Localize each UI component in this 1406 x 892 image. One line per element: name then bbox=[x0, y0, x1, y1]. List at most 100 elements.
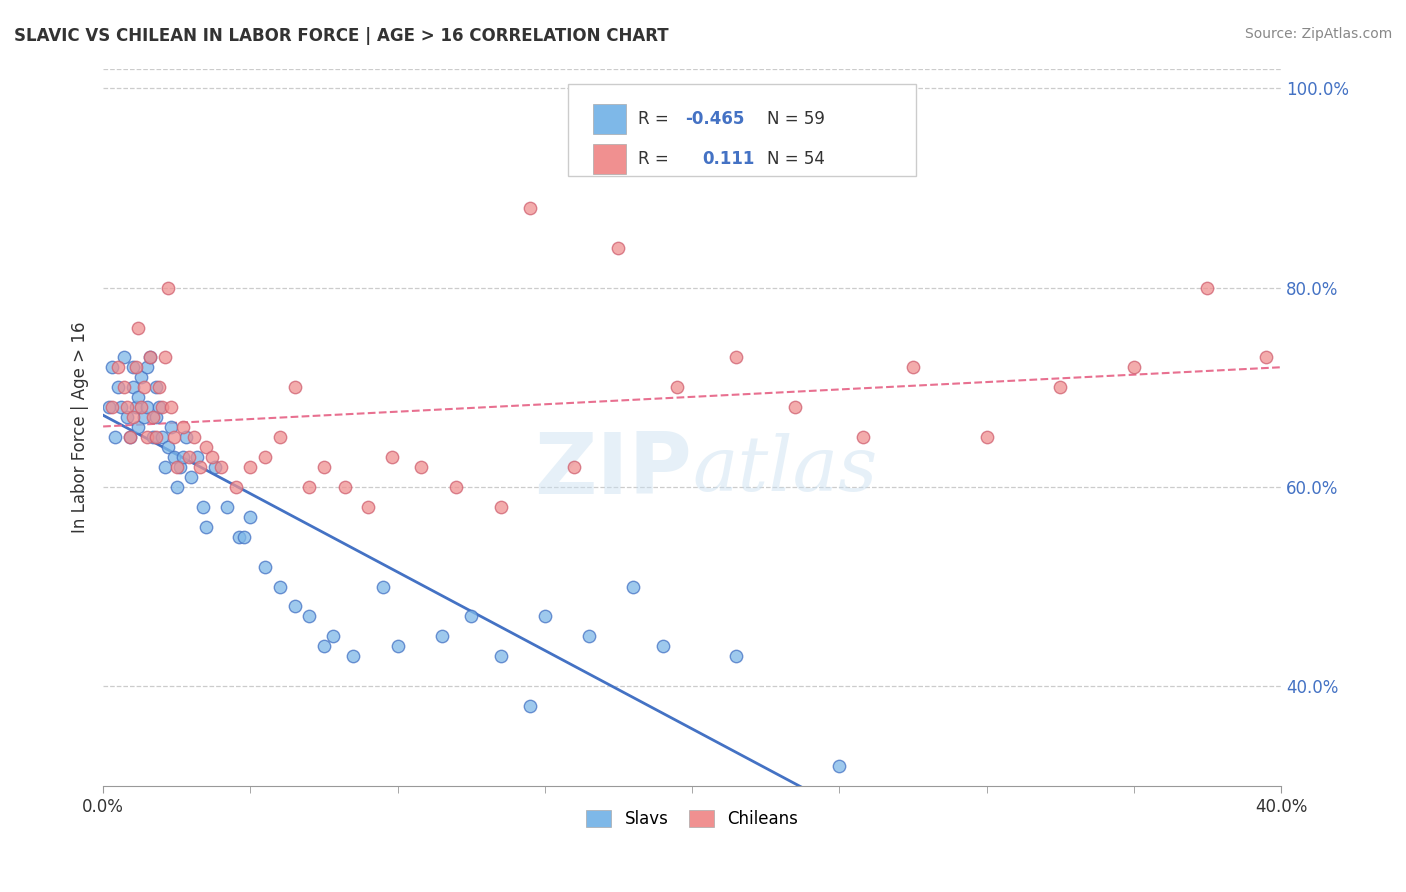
Point bbox=[1197, 281, 1219, 295]
Point bbox=[254, 559, 277, 574]
Point bbox=[180, 470, 202, 484]
Point bbox=[150, 430, 173, 444]
Point bbox=[183, 430, 205, 444]
Point bbox=[112, 351, 135, 365]
Point bbox=[150, 401, 173, 415]
Point bbox=[460, 609, 482, 624]
Point bbox=[142, 430, 165, 444]
Text: R =: R = bbox=[638, 150, 669, 168]
Point bbox=[169, 460, 191, 475]
Point bbox=[121, 360, 143, 375]
Point bbox=[163, 430, 186, 444]
Point bbox=[110, 401, 132, 415]
Point bbox=[533, 609, 555, 624]
Point bbox=[725, 351, 748, 365]
Point bbox=[153, 351, 176, 365]
Point bbox=[519, 201, 541, 215]
Bar bbox=[593, 144, 626, 174]
Point bbox=[166, 460, 188, 475]
Point bbox=[172, 420, 194, 434]
Point bbox=[371, 580, 394, 594]
Point bbox=[1256, 351, 1278, 365]
Point bbox=[124, 360, 146, 375]
Text: Source: ZipAtlas.com: Source: ZipAtlas.com bbox=[1244, 27, 1392, 41]
Point bbox=[411, 460, 433, 475]
Point bbox=[118, 430, 141, 444]
Point bbox=[298, 480, 321, 494]
Point bbox=[852, 430, 875, 444]
Point bbox=[156, 281, 179, 295]
FancyBboxPatch shape bbox=[568, 85, 915, 176]
Point bbox=[785, 401, 807, 415]
Point bbox=[118, 430, 141, 444]
Point bbox=[98, 401, 121, 415]
Point bbox=[127, 390, 149, 404]
Point bbox=[666, 380, 689, 394]
Point bbox=[177, 450, 200, 464]
Point bbox=[828, 759, 851, 773]
Point bbox=[489, 649, 512, 664]
Legend: Slavs, Chileans: Slavs, Chileans bbox=[579, 804, 804, 835]
Point bbox=[136, 430, 159, 444]
Point bbox=[153, 460, 176, 475]
Point bbox=[121, 380, 143, 394]
Point bbox=[239, 460, 262, 475]
Point bbox=[233, 530, 256, 544]
Point bbox=[298, 609, 321, 624]
Point bbox=[578, 629, 600, 643]
Point bbox=[115, 410, 138, 425]
Point bbox=[209, 460, 232, 475]
Point bbox=[136, 360, 159, 375]
Point bbox=[134, 410, 156, 425]
Point bbox=[174, 430, 197, 444]
Point bbox=[139, 351, 162, 365]
Point bbox=[725, 649, 748, 664]
Text: 0.111: 0.111 bbox=[703, 150, 755, 168]
Y-axis label: In Labor Force | Age > 16: In Labor Force | Age > 16 bbox=[72, 321, 89, 533]
Point bbox=[115, 401, 138, 415]
Point bbox=[131, 401, 153, 415]
Point bbox=[607, 241, 630, 255]
Text: N = 59: N = 59 bbox=[768, 110, 825, 128]
Point bbox=[127, 420, 149, 434]
Point bbox=[101, 360, 124, 375]
Text: N = 54: N = 54 bbox=[768, 150, 825, 168]
Point bbox=[228, 530, 250, 544]
Point bbox=[186, 450, 208, 464]
Point bbox=[201, 450, 224, 464]
Point bbox=[312, 460, 335, 475]
Point bbox=[145, 430, 167, 444]
Point bbox=[104, 430, 127, 444]
Point bbox=[195, 440, 218, 454]
Point bbox=[107, 380, 129, 394]
Point bbox=[204, 460, 226, 475]
Point bbox=[283, 380, 305, 394]
Bar bbox=[593, 103, 626, 134]
Point bbox=[148, 380, 170, 394]
Point bbox=[139, 351, 162, 365]
Point bbox=[163, 450, 186, 464]
Point bbox=[562, 460, 585, 475]
Point bbox=[136, 401, 159, 415]
Point bbox=[215, 500, 238, 514]
Point bbox=[127, 320, 149, 334]
Point bbox=[160, 420, 183, 434]
Text: -0.465: -0.465 bbox=[685, 110, 744, 128]
Point bbox=[188, 460, 211, 475]
Point bbox=[145, 380, 167, 394]
Text: SLAVIC VS CHILEAN IN LABOR FORCE | AGE > 16 CORRELATION CHART: SLAVIC VS CHILEAN IN LABOR FORCE | AGE >… bbox=[14, 27, 669, 45]
Point bbox=[254, 450, 277, 464]
Point bbox=[901, 360, 924, 375]
Point bbox=[269, 430, 291, 444]
Point bbox=[124, 401, 146, 415]
Point bbox=[621, 580, 644, 594]
Point bbox=[107, 360, 129, 375]
Point bbox=[145, 410, 167, 425]
Point bbox=[134, 380, 156, 394]
Point bbox=[160, 401, 183, 415]
Point bbox=[1122, 360, 1144, 375]
Point bbox=[148, 401, 170, 415]
Text: ZIP: ZIP bbox=[534, 429, 692, 512]
Point bbox=[142, 410, 165, 425]
Point bbox=[357, 500, 380, 514]
